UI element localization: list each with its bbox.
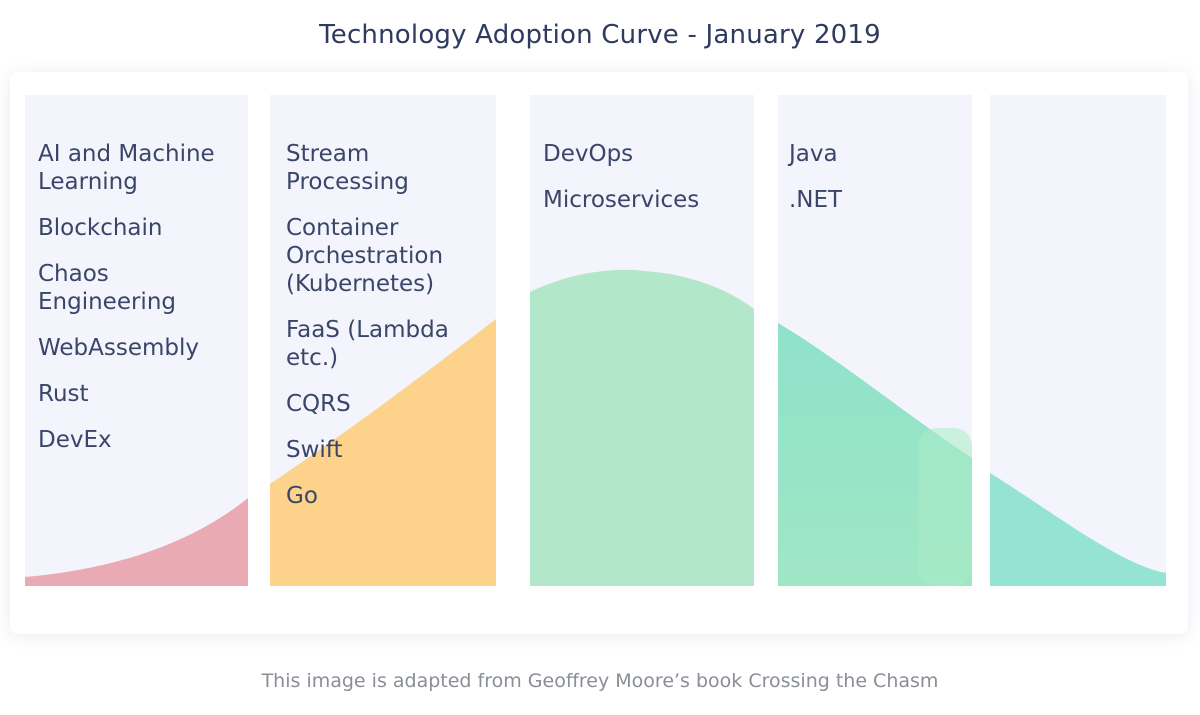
column-innovators: AI and Machine Learning Blockchain Chaos… <box>38 140 243 472</box>
column-late-majority: Java .NET <box>789 140 969 232</box>
list-item: Container Orchestration (Kubernetes) <box>286 214 491 298</box>
list-item: Stream Processing <box>286 140 491 196</box>
list-item: Chaos Engineering <box>38 260 243 316</box>
attribution-caption: This image is adapted from Geoffrey Moor… <box>0 670 1200 692</box>
list-item: DevEx <box>38 426 243 454</box>
list-item: Blockchain <box>38 214 243 242</box>
adoption-diagram: Technology Adoption Curve - January 2019… <box>0 0 1200 715</box>
list-item: Swift <box>286 436 491 464</box>
list-item: CQRS <box>286 390 491 418</box>
list-item: Java <box>789 140 969 168</box>
list-item: Go <box>286 482 491 510</box>
list-item: AI and Machine Learning <box>38 140 243 196</box>
list-item: DevOps <box>543 140 748 168</box>
list-item: .NET <box>789 186 969 214</box>
curve-segment-early-majority <box>530 270 754 586</box>
list-item: Rust <box>38 380 243 408</box>
list-item: Microservices <box>543 186 748 214</box>
late-majority-highlight <box>918 428 972 586</box>
column-early-adopters: Stream Processing Container Orchestratio… <box>286 140 491 528</box>
list-item: WebAssembly <box>38 334 243 362</box>
column-early-majority: DevOps Microservices <box>543 140 748 232</box>
list-item: FaaS (Lambda etc.) <box>286 316 491 372</box>
